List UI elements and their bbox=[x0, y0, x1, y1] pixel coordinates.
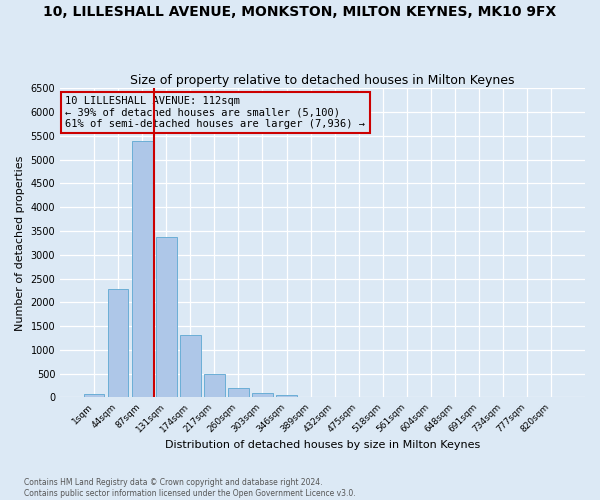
Bar bbox=[84, 394, 104, 398]
Bar bbox=[132, 140, 152, 398]
Bar bbox=[156, 236, 176, 398]
Bar bbox=[204, 374, 224, 398]
Text: Contains HM Land Registry data © Crown copyright and database right 2024.
Contai: Contains HM Land Registry data © Crown c… bbox=[24, 478, 356, 498]
Bar bbox=[180, 335, 200, 398]
Text: 10, LILLESHALL AVENUE, MONKSTON, MILTON KEYNES, MK10 9FX: 10, LILLESHALL AVENUE, MONKSTON, MILTON … bbox=[43, 5, 557, 19]
Bar bbox=[252, 393, 273, 398]
Bar bbox=[277, 394, 297, 398]
Bar bbox=[108, 289, 128, 398]
Bar bbox=[228, 388, 248, 398]
X-axis label: Distribution of detached houses by size in Milton Keynes: Distribution of detached houses by size … bbox=[165, 440, 480, 450]
Text: 10 LILLESHALL AVENUE: 112sqm
← 39% of detached houses are smaller (5,100)
61% of: 10 LILLESHALL AVENUE: 112sqm ← 39% of de… bbox=[65, 96, 365, 129]
Y-axis label: Number of detached properties: Number of detached properties bbox=[15, 155, 25, 330]
Title: Size of property relative to detached houses in Milton Keynes: Size of property relative to detached ho… bbox=[130, 74, 515, 87]
